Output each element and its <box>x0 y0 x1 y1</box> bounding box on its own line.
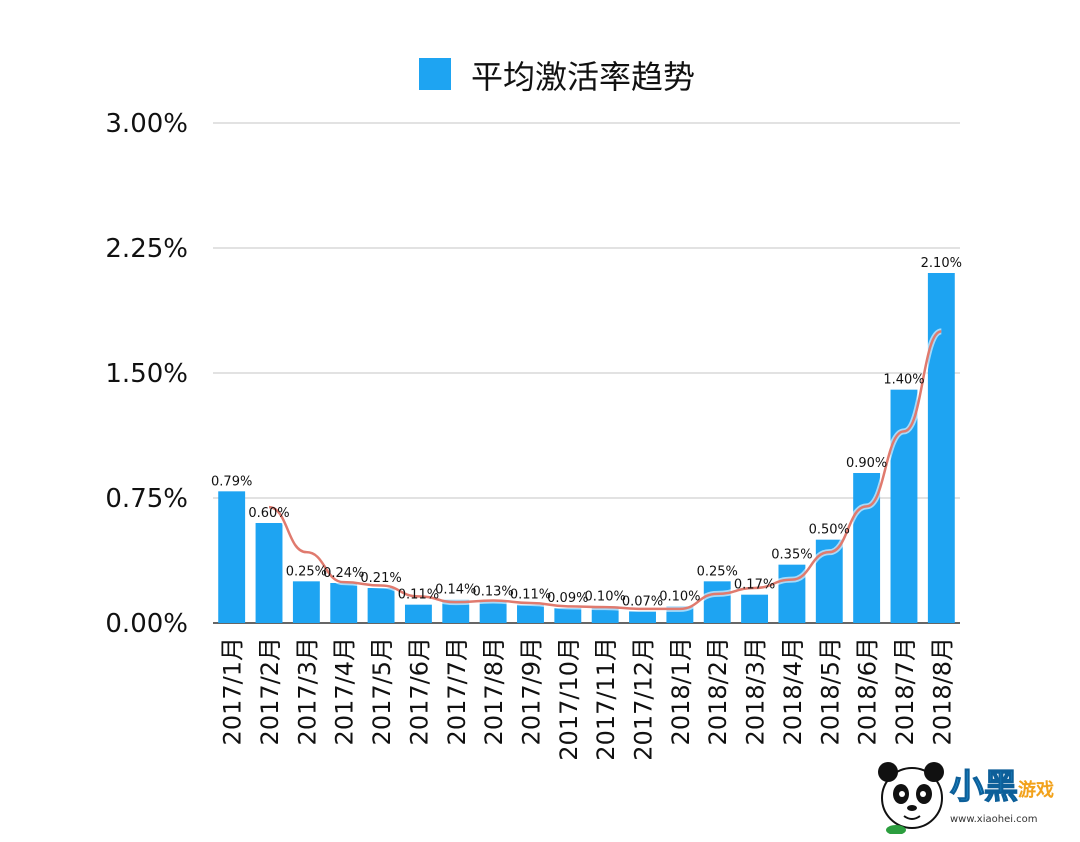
data-labels: 0.79%0.60%0.25%0.24%0.21%0.11%0.14%0.13%… <box>211 256 962 609</box>
x-tick-label: 2017/11月 <box>592 637 620 761</box>
trendline <box>268 328 943 612</box>
data-label: 0.90% <box>846 456 887 471</box>
bar <box>479 601 507 623</box>
y-tick-label: 1.50% <box>105 359 188 389</box>
legend: 平均激活率趋势 <box>419 58 695 96</box>
data-label: 0.14% <box>435 583 476 598</box>
bar <box>218 491 246 623</box>
x-tick-label: 2018/8月 <box>928 637 956 745</box>
y-axis-ticks: 0.00% 0.75% 1.50% 2.25% 3.00% <box>105 109 188 639</box>
x-tick-label: 2017/5月 <box>368 637 396 745</box>
data-label: 0.25% <box>286 564 327 579</box>
y-tick-label: 2.25% <box>105 234 188 264</box>
x-tick-label: 2017/7月 <box>443 637 471 745</box>
bar <box>292 581 320 623</box>
y-tick-label: 0.75% <box>105 484 188 514</box>
bar <box>404 604 432 623</box>
svg-text:小黑: 小黑 <box>950 767 1018 807</box>
data-label: 1.40% <box>883 373 924 388</box>
data-label: 0.60% <box>248 506 289 521</box>
bar <box>591 606 619 623</box>
panda-mascot-icon <box>878 762 944 834</box>
legend-swatch <box>419 58 451 90</box>
svg-text:www.xiaohei.com: www.xiaohei.com <box>950 814 1038 825</box>
bar <box>554 608 582 623</box>
data-label: 2.10% <box>921 256 962 271</box>
bar <box>927 273 955 623</box>
x-tick-label: 2017/9月 <box>517 637 545 745</box>
x-tick-label: 2017/8月 <box>480 637 508 745</box>
x-tick-label: 2018/5月 <box>816 637 844 745</box>
bar <box>741 594 769 623</box>
x-tick-label: 2018/7月 <box>891 637 919 745</box>
data-label: 0.50% <box>809 523 850 538</box>
svg-text:游戏: 游戏 <box>1018 779 1054 801</box>
data-label: 0.09% <box>547 591 588 606</box>
bar <box>442 599 470 623</box>
bar <box>517 604 544 623</box>
trendline-path <box>268 330 942 611</box>
data-label: 0.79% <box>211 474 252 489</box>
x-tick-label: 2017/2月 <box>256 637 284 745</box>
x-axis-ticks: 2017/1月 2017/2月 2017/3月 2017/4月 2017/5月 2017/… <box>219 637 957 761</box>
bar <box>367 588 395 623</box>
x-tick-label: 2018/2月 <box>704 637 732 745</box>
x-tick-label: 2017/1月 <box>219 637 247 745</box>
bar <box>629 611 656 623</box>
y-tick-label: 3.00% <box>105 109 188 139</box>
bar <box>703 581 731 623</box>
x-tick-label: 2017/3月 <box>293 637 321 745</box>
data-label: 0.10% <box>659 589 700 604</box>
x-tick-label: 2018/4月 <box>779 637 807 745</box>
bar <box>255 523 283 623</box>
legend-label: 平均激活率趋势 <box>471 58 695 96</box>
watermark-logo: 小黑 游戏 www.xiaohei.com <box>878 762 1054 834</box>
y-tick-label: 0.00% <box>105 609 188 639</box>
data-label: 0.10% <box>585 589 626 604</box>
x-tick-label: 2017/12月 <box>630 637 658 761</box>
data-label: 0.11% <box>398 588 439 603</box>
x-tick-label: 2017/6月 <box>405 637 433 745</box>
data-label: 0.25% <box>697 564 738 579</box>
brand-lettering: 小黑 游戏 www.xiaohei.com <box>949 766 1054 825</box>
data-label: 0.35% <box>771 548 812 563</box>
data-label: 0.21% <box>360 571 401 586</box>
x-tick-label: 2018/3月 <box>742 637 770 745</box>
data-label: 0.07% <box>622 594 663 609</box>
x-tick-label: 2018/1月 <box>667 637 695 745</box>
bar <box>330 583 358 623</box>
data-label: 0.17% <box>734 578 775 593</box>
data-label: 0.11% <box>510 588 551 603</box>
x-tick-label: 2017/4月 <box>331 637 359 745</box>
x-tick-label: 2017/10月 <box>555 637 583 761</box>
x-tick-label: 2018/6月 <box>854 637 882 745</box>
data-label: 0.24% <box>323 566 364 581</box>
gridlines <box>213 122 960 624</box>
bars <box>218 273 955 623</box>
data-label: 0.13% <box>472 584 513 599</box>
